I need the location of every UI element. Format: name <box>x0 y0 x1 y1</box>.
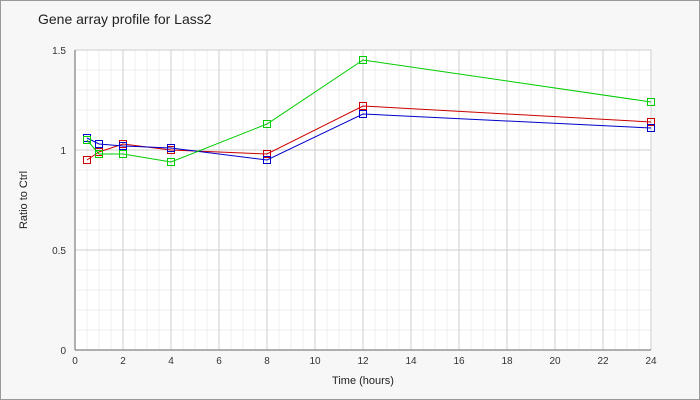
x-tick-label: 2 <box>120 356 126 367</box>
x-axis-label: Time (hours) <box>332 375 394 387</box>
y-tick-label: 0.5 <box>52 246 66 257</box>
x-tick-label: 6 <box>216 356 222 367</box>
x-tick-label: 22 <box>597 356 609 367</box>
series-line <box>86 105 652 161</box>
x-tick-label: 10 <box>309 356 321 367</box>
series-line <box>86 59 652 163</box>
x-tick-label: 24 <box>645 356 657 367</box>
x-tick-label: 8 <box>264 356 270 367</box>
x-tick-label: 12 <box>357 356 369 367</box>
data-point-marker <box>647 124 655 132</box>
data-point-marker <box>263 156 271 164</box>
data-point-marker <box>647 118 655 126</box>
data-point-marker <box>95 140 103 148</box>
data-point-marker <box>119 150 127 158</box>
x-tick-label: 14 <box>405 356 417 367</box>
x-tick-label: 4 <box>168 356 174 367</box>
y-tick-label: 1 <box>60 146 66 157</box>
data-point-marker <box>119 142 127 150</box>
data-point-marker <box>83 136 91 144</box>
axes <box>74 50 651 351</box>
data-point-marker <box>167 144 175 152</box>
data-point-marker <box>647 98 655 106</box>
data-point-marker <box>83 156 91 164</box>
y-tick-labels: 0 0.5 1 1.5 <box>52 46 66 357</box>
data-point-marker <box>359 56 367 64</box>
data-point-marker <box>95 150 103 158</box>
data-point-marker <box>263 120 271 128</box>
y-tick-label: 1.5 <box>52 46 66 57</box>
series-line <box>86 113 652 161</box>
y-tick-label: 0 <box>60 346 66 357</box>
x-tick-label: 18 <box>501 356 513 367</box>
data-point-marker <box>167 158 175 166</box>
series-3 <box>83 56 655 166</box>
x-tick-label: 20 <box>549 356 561 367</box>
chart-title: Gene array profile for Lass2 <box>38 11 212 27</box>
data-point-marker <box>263 150 271 158</box>
series-layer <box>83 56 655 166</box>
x-tick-labels: 0 2 4 6 8 10 12 14 16 18 20 22 24 <box>72 356 657 367</box>
x-tick-label: 16 <box>453 356 465 367</box>
y-axis-label: Ratio to Ctrl <box>18 171 30 229</box>
data-point-marker <box>359 102 367 110</box>
data-point-marker <box>359 110 367 118</box>
x-tick-label: 0 <box>72 356 78 367</box>
